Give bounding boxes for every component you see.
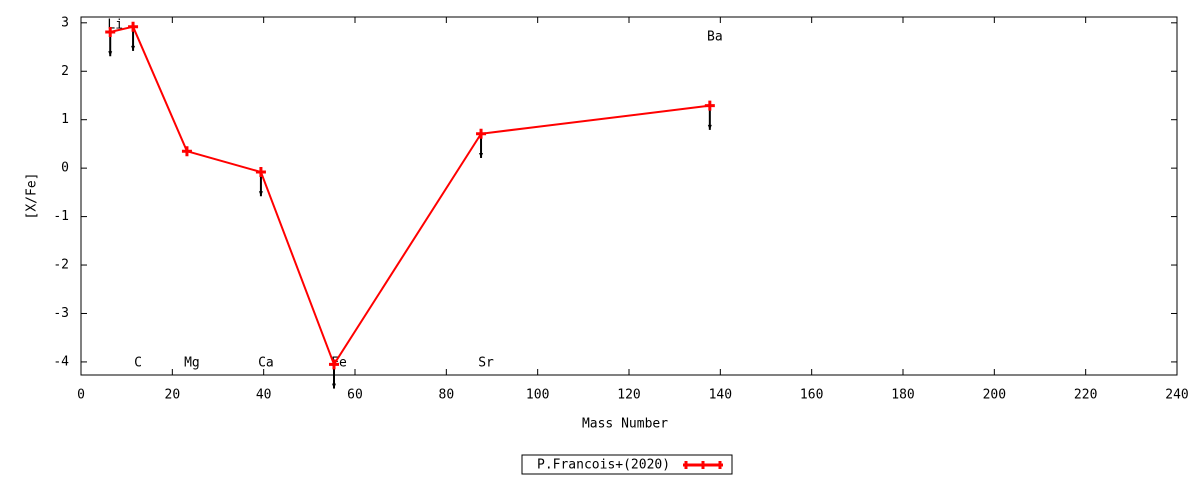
y-tick-label: 2 [61, 64, 69, 79]
x-tick-label: 40 [256, 388, 272, 403]
element-label: Sr [478, 356, 494, 371]
y-tick-label: -3 [53, 306, 69, 321]
x-tick-label: 80 [439, 388, 455, 403]
x-tick-label: 140 [709, 388, 732, 403]
element-label: Ca [258, 356, 274, 371]
x-tick-label: 120 [617, 388, 640, 403]
x-tick-label: 20 [165, 388, 181, 403]
data-point [476, 128, 487, 139]
data-point [704, 100, 715, 111]
x-tick-label: 220 [1074, 388, 1097, 403]
x-tick-label: 160 [800, 388, 823, 403]
legend-label: P.Francois+(2020) [537, 458, 670, 473]
x-tick-label: 100 [526, 388, 549, 403]
legend-box [521, 454, 733, 475]
data-point [328, 359, 339, 370]
data-point [105, 27, 116, 38]
data-point [181, 146, 192, 157]
y-axis-label: [X/Fe] [25, 173, 40, 220]
x-tick-label: 180 [891, 388, 914, 403]
x-tick-label: 60 [347, 388, 363, 403]
x-tick-label: 240 [1165, 388, 1188, 403]
x-tick-label: 200 [983, 388, 1006, 403]
plot-frame [80, 16, 1178, 376]
element-label: Mg [184, 356, 200, 371]
y-tick-label: -1 [53, 209, 69, 224]
element-label: Ba [707, 30, 723, 45]
y-tick-label: 3 [61, 15, 69, 30]
data-point [255, 167, 266, 178]
y-tick-label: -2 [53, 258, 69, 273]
data-point [128, 21, 139, 32]
y-tick-label: -4 [53, 354, 69, 369]
y-tick-label: 0 [61, 161, 69, 176]
series-line [109, 25, 710, 367]
legend-swatch [683, 461, 723, 469]
element-label: C [134, 356, 142, 371]
y-tick-label: 1 [61, 112, 69, 127]
x-tick-label: 0 [77, 388, 85, 403]
x-axis-label: Mass Number [582, 417, 668, 432]
